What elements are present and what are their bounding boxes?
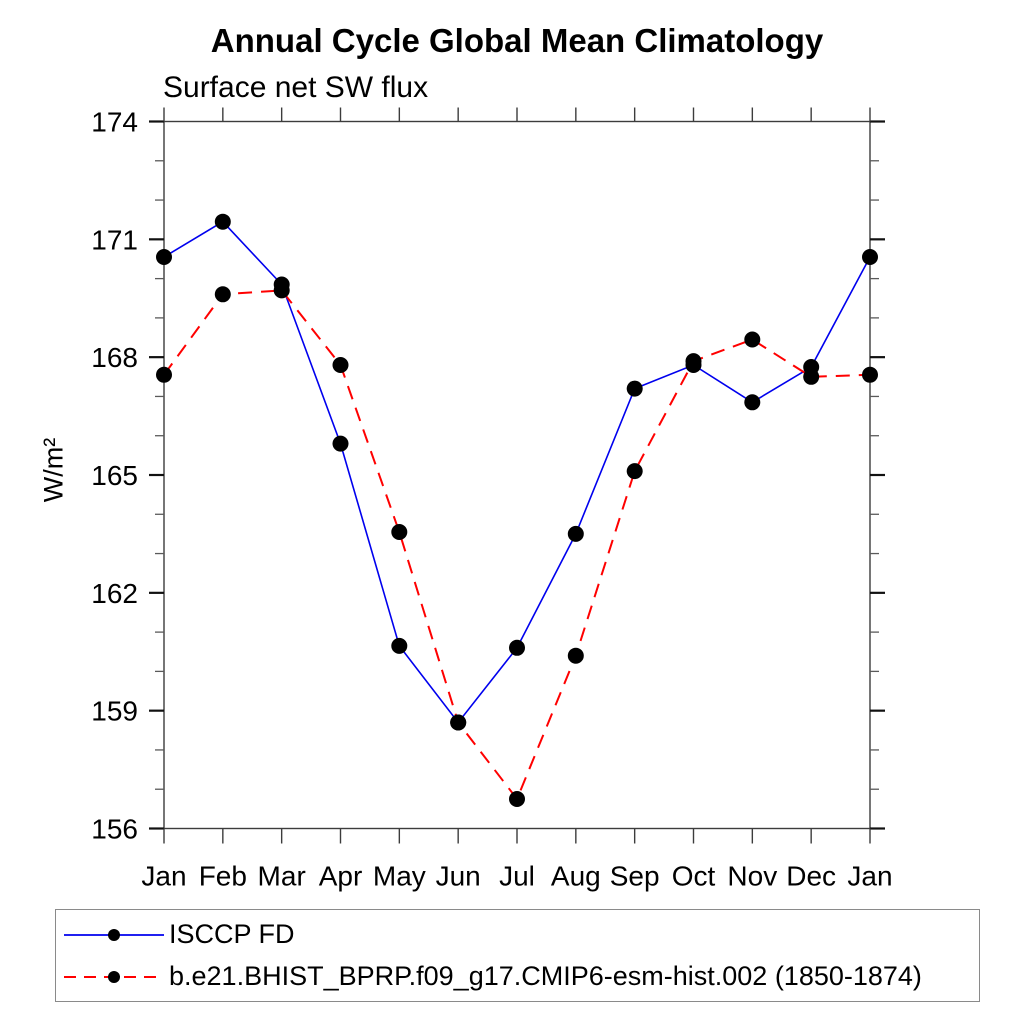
x-tick-label: Apr <box>319 861 363 892</box>
data-point-marker-series-0 <box>626 380 643 397</box>
y-tick-label: 162 <box>91 578 138 609</box>
plot-frame <box>163 120 871 830</box>
data-point-marker-series-0 <box>567 525 584 542</box>
x-tick-label: Jan <box>847 861 892 892</box>
legend-solid-line-marker-icon <box>64 928 164 941</box>
x-tick-label: Oct <box>672 861 716 892</box>
chart-title: Annual Cycle Global Mean Climatology <box>210 22 824 59</box>
chart-subtitle: Surface net SW flux <box>163 71 429 104</box>
x-tick-label: Dec <box>786 861 836 892</box>
data-point-marker-series-1 <box>273 282 290 299</box>
data-point-marker-series-1 <box>509 791 525 807</box>
legend-marker-sample <box>108 928 120 941</box>
data-point-marker-series-1 <box>391 524 408 540</box>
data-point-marker-series-1 <box>567 647 584 664</box>
data-point-marker-series-0 <box>509 639 525 656</box>
legend-item-model-run: b.e21.BHIST_BPRP.f09_g17.CMIP6-esm-hist.… <box>61 961 979 992</box>
x-tick-label: Aug <box>551 861 601 892</box>
data-point-marker-series-1 <box>626 463 643 480</box>
data-point-marker-series-1 <box>744 331 761 348</box>
x-tick-label: Mar <box>258 861 306 892</box>
x-tick-label: Sep <box>610 861 660 892</box>
legend-item-isccp-fd: ISCCP FD <box>61 919 979 950</box>
y-tick-label: 174 <box>91 107 138 138</box>
y-tick-label: 165 <box>91 460 138 491</box>
x-tick-label: Jun <box>436 861 481 892</box>
data-point-marker-series-1 <box>803 368 820 385</box>
x-tick-label: May <box>373 861 426 892</box>
x-tick-label: Feb <box>199 861 247 892</box>
legend-marker-sample <box>108 970 120 983</box>
data-point-marker-series-1 <box>862 366 878 383</box>
data-point-marker-series-1 <box>685 353 702 370</box>
data-point-marker-series-1 <box>450 714 467 731</box>
x-tick-label: Nov <box>727 861 777 892</box>
data-point-marker-series-0 <box>214 213 231 230</box>
data-point-marker-series-0 <box>862 249 878 265</box>
y-axis-label: W/m² <box>38 437 69 503</box>
y-tick-label: 168 <box>91 342 138 373</box>
legend-dashed-line-marker-icon <box>64 970 164 983</box>
data-point-marker-series-0 <box>156 249 172 265</box>
data-point-marker-series-1 <box>214 286 231 303</box>
legend-label-model-run: b.e21.BHIST_BPRP.f09_g17.CMIP6-esm-hist.… <box>169 961 922 991</box>
data-point-marker-series-1 <box>332 357 349 373</box>
legend: ISCCP FD b.e21.BHIST_BPRP.f09_g17.CMIP6-… <box>55 909 980 1002</box>
x-tick-label: Jan <box>141 861 186 892</box>
legend-label-isccp-fd: ISCCP FD <box>169 919 295 949</box>
y-tick-label: 156 <box>91 814 138 845</box>
series-line-1 <box>163 289 871 801</box>
y-tick-label: 171 <box>91 224 138 255</box>
data-point-marker-series-0 <box>744 394 761 411</box>
data-point-marker-series-1 <box>156 366 172 383</box>
y-tick-label: 159 <box>91 696 138 727</box>
x-tick-label: Jul <box>499 861 535 892</box>
data-point-marker-series-0 <box>391 637 408 654</box>
data-point-marker-series-0 <box>332 435 349 452</box>
